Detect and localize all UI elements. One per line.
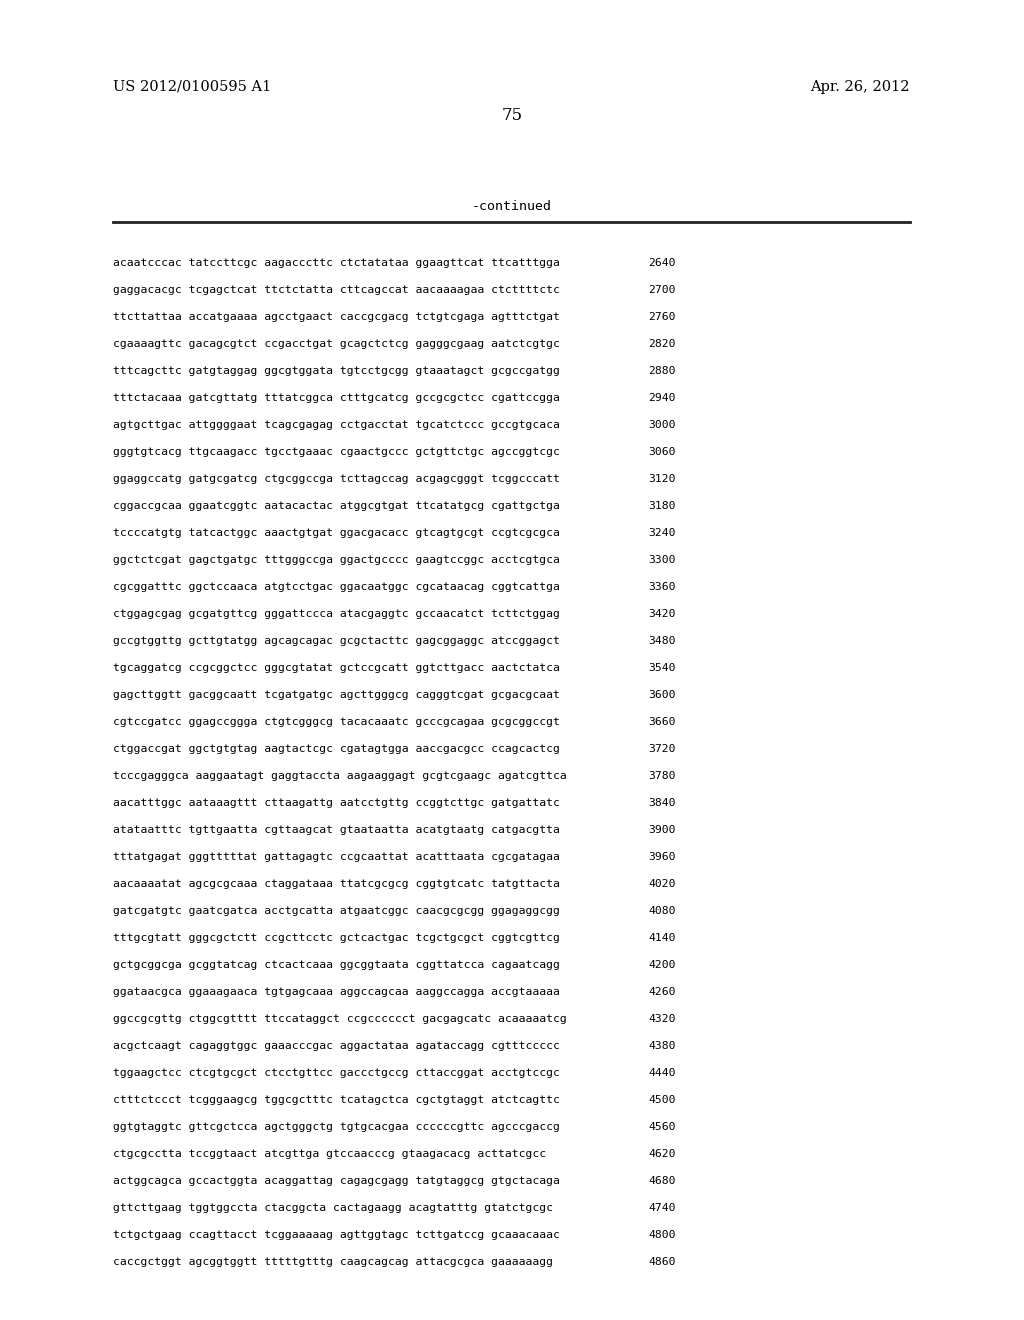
Text: 3660: 3660 xyxy=(648,717,676,727)
Text: 3420: 3420 xyxy=(648,609,676,619)
Text: tttatgagat gggtttttat gattagagtc ccgcaattat acatttaata cgcgatagaa: tttatgagat gggtttttat gattagagtc ccgcaat… xyxy=(113,851,560,862)
Text: 4860: 4860 xyxy=(648,1257,676,1267)
Text: 4620: 4620 xyxy=(648,1148,676,1159)
Text: tcccgagggca aaggaatagt gaggtaccta aagaaggagt gcgtcgaagc agatcgttca: tcccgagggca aaggaatagt gaggtaccta aagaag… xyxy=(113,771,566,781)
Text: aacatttggc aataaagttt cttaagattg aatcctgttg ccggtcttgc gatgattatc: aacatttggc aataaagttt cttaagattg aatcctg… xyxy=(113,799,560,808)
Text: 4140: 4140 xyxy=(648,933,676,942)
Text: gttcttgaag tggtggccta ctacggcta cactagaagg acagtatttg gtatctgcgc: gttcttgaag tggtggccta ctacggcta cactagaa… xyxy=(113,1203,553,1213)
Text: 3720: 3720 xyxy=(648,744,676,754)
Text: cgcggatttc ggctccaaca atgtcctgac ggacaatggc cgcataacag cggtcattga: cgcggatttc ggctccaaca atgtcctgac ggacaat… xyxy=(113,582,560,591)
Text: Apr. 26, 2012: Apr. 26, 2012 xyxy=(811,81,910,94)
Text: US 2012/0100595 A1: US 2012/0100595 A1 xyxy=(113,81,271,94)
Text: acaatcccac tatccttcgc aagacccttc ctctatataa ggaagttcat ttcatttgga: acaatcccac tatccttcgc aagacccttc ctctata… xyxy=(113,257,560,268)
Text: 3960: 3960 xyxy=(648,851,676,862)
Text: ctggagcgag gcgatgttcg gggattccca atacgaggtc gccaacatct tcttctggag: ctggagcgag gcgatgttcg gggattccca atacgag… xyxy=(113,609,560,619)
Text: gccgtggttg gcttgtatgg agcagcagac gcgctacttc gagcggaggc atccggagct: gccgtggttg gcttgtatgg agcagcagac gcgctac… xyxy=(113,636,560,645)
Text: 3000: 3000 xyxy=(648,420,676,430)
Text: 2940: 2940 xyxy=(648,393,676,403)
Text: ctggaccgat ggctgtgtag aagtactcgc cgatagtgga aaccgacgcc ccagcactcg: ctggaccgat ggctgtgtag aagtactcgc cgatagt… xyxy=(113,744,560,754)
Text: ctgcgcctta tccggtaact atcgttga gtccaacccg gtaagacacg acttatcgcc: ctgcgcctta tccggtaact atcgttga gtccaaccc… xyxy=(113,1148,546,1159)
Text: gatcgatgtc gaatcgatca acctgcatta atgaatcggc caacgcgcgg ggagaggcgg: gatcgatgtc gaatcgatca acctgcatta atgaatc… xyxy=(113,906,560,916)
Text: 3240: 3240 xyxy=(648,528,676,539)
Text: tggaagctcc ctcgtgcgct ctcctgttcc gaccctgccg cttaccggat acctgtccgc: tggaagctcc ctcgtgcgct ctcctgttcc gaccctg… xyxy=(113,1068,560,1078)
Text: agtgcttgac attggggaat tcagcgagag cctgacctat tgcatctccc gccgtgcaca: agtgcttgac attggggaat tcagcgagag cctgacc… xyxy=(113,420,560,430)
Text: ctttctccct tcgggaagcg tggcgctttc tcatagctca cgctgtaggt atctcagttc: ctttctccct tcgggaagcg tggcgctttc tcatagc… xyxy=(113,1096,560,1105)
Text: ggaggccatg gatgcgatcg ctgcggccga tcttagccag acgagcgggt tcggcccatt: ggaggccatg gatgcgatcg ctgcggccga tcttagc… xyxy=(113,474,560,484)
Text: tttcagcttc gatgtaggag ggcgtggata tgtcctgcgg gtaaatagct gcgccgatgg: tttcagcttc gatgtaggag ggcgtggata tgtcctg… xyxy=(113,366,560,376)
Text: 4320: 4320 xyxy=(648,1014,676,1024)
Text: gagcttggtt gacggcaatt tcgatgatgc agcttgggcg cagggtcgat gcgacgcaat: gagcttggtt gacggcaatt tcgatgatgc agcttgg… xyxy=(113,690,560,700)
Text: ggccgcgttg ctggcgtttt ttccataggct ccgcccccct gacgagcatc acaaaaatcg: ggccgcgttg ctggcgtttt ttccataggct ccgccc… xyxy=(113,1014,566,1024)
Text: cggaccgcaa ggaatcggtc aatacactac atggcgtgat ttcatatgcg cgattgctga: cggaccgcaa ggaatcggtc aatacactac atggcgt… xyxy=(113,502,560,511)
Text: 4800: 4800 xyxy=(648,1230,676,1239)
Text: 4080: 4080 xyxy=(648,906,676,916)
Text: 2700: 2700 xyxy=(648,285,676,294)
Text: tttgcgtatt gggcgctctt ccgcttcctc gctcactgac tcgctgcgct cggtcgttcg: tttgcgtatt gggcgctctt ccgcttcctc gctcact… xyxy=(113,933,560,942)
Text: tttctacaaa gatcgttatg tttatcggca ctttgcatcg gccgcgctcc cgattccgga: tttctacaaa gatcgttatg tttatcggca ctttgca… xyxy=(113,393,560,403)
Text: 4560: 4560 xyxy=(648,1122,676,1133)
Text: 4740: 4740 xyxy=(648,1203,676,1213)
Text: 3780: 3780 xyxy=(648,771,676,781)
Text: aacaaaatat agcgcgcaaa ctaggataaa ttatcgcgcg cggtgtcatc tatgttacta: aacaaaatat agcgcgcaaa ctaggataaa ttatcgc… xyxy=(113,879,560,888)
Text: 4500: 4500 xyxy=(648,1096,676,1105)
Text: cgaaaagttc gacagcgtct ccgacctgat gcagctctcg gagggcgaag aatctcgtgc: cgaaaagttc gacagcgtct ccgacctgat gcagctc… xyxy=(113,339,560,348)
Text: 2820: 2820 xyxy=(648,339,676,348)
Text: 4380: 4380 xyxy=(648,1041,676,1051)
Text: gggtgtcacg ttgcaagacc tgcctgaaac cgaactgccc gctgttctgc agccggtcgc: gggtgtcacg ttgcaagacc tgcctgaaac cgaactg… xyxy=(113,447,560,457)
Text: ggctctcgat gagctgatgc tttgggccga ggactgcccc gaagtccggc acctcgtgca: ggctctcgat gagctgatgc tttgggccga ggactgc… xyxy=(113,554,560,565)
Text: 75: 75 xyxy=(502,107,522,124)
Text: 4680: 4680 xyxy=(648,1176,676,1185)
Text: 3540: 3540 xyxy=(648,663,676,673)
Text: 4020: 4020 xyxy=(648,879,676,888)
Text: 3360: 3360 xyxy=(648,582,676,591)
Text: 3840: 3840 xyxy=(648,799,676,808)
Text: gctgcggcga gcggtatcag ctcactcaaa ggcggtaata cggttatcca cagaatcagg: gctgcggcga gcggtatcag ctcactcaaa ggcggta… xyxy=(113,960,560,970)
Text: 2760: 2760 xyxy=(648,312,676,322)
Text: 2880: 2880 xyxy=(648,366,676,376)
Text: 3120: 3120 xyxy=(648,474,676,484)
Text: 3900: 3900 xyxy=(648,825,676,836)
Text: 3600: 3600 xyxy=(648,690,676,700)
Text: 3300: 3300 xyxy=(648,554,676,565)
Text: actggcagca gccactggta acaggattag cagagcgagg tatgtaggcg gtgctacaga: actggcagca gccactggta acaggattag cagagcg… xyxy=(113,1176,560,1185)
Text: cgtccgatcc ggagccggga ctgtcgggcg tacacaaatc gcccgcagaa gcgcggccgt: cgtccgatcc ggagccggga ctgtcgggcg tacacaa… xyxy=(113,717,560,727)
Text: 3480: 3480 xyxy=(648,636,676,645)
Text: tgcaggatcg ccgcggctcc gggcgtatat gctccgcatt ggtcttgacc aactctatca: tgcaggatcg ccgcggctcc gggcgtatat gctccgc… xyxy=(113,663,560,673)
Text: tctgctgaag ccagttacct tcggaaaaag agttggtagc tcttgatccg gcaaacaaac: tctgctgaag ccagttacct tcggaaaaag agttggt… xyxy=(113,1230,560,1239)
Text: 3180: 3180 xyxy=(648,502,676,511)
Text: ttcttattaa accatgaaaa agcctgaact caccgcgacg tctgtcgaga agtttctgat: ttcttattaa accatgaaaa agcctgaact caccgcg… xyxy=(113,312,560,322)
Text: 4440: 4440 xyxy=(648,1068,676,1078)
Text: 2640: 2640 xyxy=(648,257,676,268)
Text: 3060: 3060 xyxy=(648,447,676,457)
Text: acgctcaagt cagaggtggc gaaacccgac aggactataa agataccagg cgtttccccc: acgctcaagt cagaggtggc gaaacccgac aggacta… xyxy=(113,1041,560,1051)
Text: ggtgtaggtc gttcgctcca agctgggctg tgtgcacgaa ccccccgttc agcccgaccg: ggtgtaggtc gttcgctcca agctgggctg tgtgcac… xyxy=(113,1122,560,1133)
Text: tccccatgtg tatcactggc aaactgtgat ggacgacacc gtcagtgcgt ccgtcgcgca: tccccatgtg tatcactggc aaactgtgat ggacgac… xyxy=(113,528,560,539)
Text: 4260: 4260 xyxy=(648,987,676,997)
Text: -continued: -continued xyxy=(472,201,552,213)
Text: atataatttc tgttgaatta cgttaagcat gtaataatta acatgtaatg catgacgtta: atataatttc tgttgaatta cgttaagcat gtaataa… xyxy=(113,825,560,836)
Text: ggataacgca ggaaagaaca tgtgagcaaa aggccagcaa aaggccagga accgtaaaaa: ggataacgca ggaaagaaca tgtgagcaaa aggccag… xyxy=(113,987,560,997)
Text: 4200: 4200 xyxy=(648,960,676,970)
Text: caccgctggt agcggtggtt tttttgtttg caagcagcag attacgcgca gaaaaaagg: caccgctggt agcggtggtt tttttgtttg caagcag… xyxy=(113,1257,553,1267)
Text: gaggacacgc tcgagctcat ttctctatta cttcagccat aacaaaagaa ctcttttctc: gaggacacgc tcgagctcat ttctctatta cttcagc… xyxy=(113,285,560,294)
